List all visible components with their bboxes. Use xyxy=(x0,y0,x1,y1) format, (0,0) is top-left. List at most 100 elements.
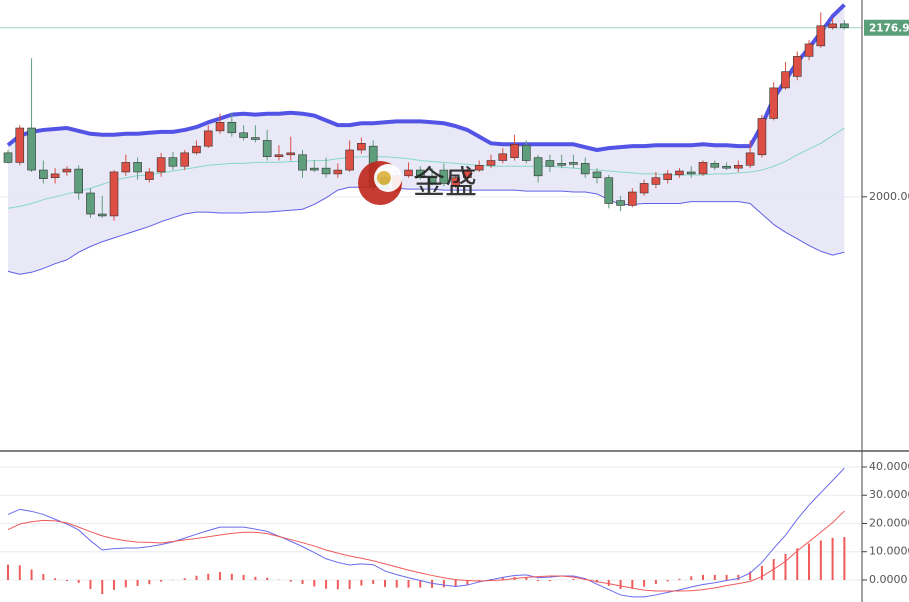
candle-body xyxy=(486,160,496,166)
candle-body xyxy=(734,164,743,169)
logo-coin xyxy=(377,171,391,185)
candle-body xyxy=(828,23,837,29)
histogram-bar xyxy=(348,579,351,590)
candle-body xyxy=(710,163,720,168)
y-tick-label: 10.0000 xyxy=(869,545,909,558)
histogram-bar xyxy=(537,579,540,582)
histogram-bar xyxy=(30,569,33,580)
candle-body xyxy=(192,145,201,154)
candle-body xyxy=(781,71,790,89)
y-tick-label: 0.0000 xyxy=(869,573,908,586)
histogram-bar xyxy=(360,579,363,586)
histogram-bar xyxy=(760,565,763,580)
histogram-bar xyxy=(89,579,92,590)
candle-body xyxy=(415,169,425,179)
histogram-bar xyxy=(101,579,104,595)
histogram-bar xyxy=(65,579,68,582)
candle-body xyxy=(616,200,625,206)
histogram-bar xyxy=(266,577,269,580)
candle-body xyxy=(510,143,519,158)
candle-body xyxy=(604,177,614,204)
candle-body xyxy=(97,213,107,217)
histogram-bar xyxy=(725,574,728,580)
histogram-bar xyxy=(254,576,257,580)
macd-line xyxy=(7,467,845,598)
candle-body xyxy=(309,167,319,171)
candle-body xyxy=(722,165,731,169)
macd-line xyxy=(7,510,845,592)
histogram-bar xyxy=(372,579,375,584)
candle-body xyxy=(239,132,248,138)
histogram-bar xyxy=(525,577,528,580)
candle-body xyxy=(439,169,449,184)
candle-body xyxy=(404,169,413,177)
candle-body xyxy=(298,154,307,171)
candle-body xyxy=(62,168,72,173)
candle-body xyxy=(109,171,119,217)
histogram-bar xyxy=(713,574,716,580)
histogram-bar xyxy=(478,579,481,581)
candle-body xyxy=(215,121,225,132)
candle-body xyxy=(840,23,849,29)
histogram-bar xyxy=(77,579,80,583)
candle-body xyxy=(203,130,213,147)
candle-body xyxy=(345,149,354,171)
histogram-bar xyxy=(301,579,304,584)
histogram-bar xyxy=(501,577,504,580)
histogram-bar xyxy=(18,565,21,580)
candle-body xyxy=(262,140,272,157)
candle-body xyxy=(686,171,696,175)
candle-body xyxy=(427,177,437,184)
histogram-bar xyxy=(749,571,752,580)
histogram-bar xyxy=(548,579,551,582)
histogram-bar xyxy=(230,573,233,580)
y-tick-label: 40.0000 xyxy=(869,460,909,473)
histogram-bar xyxy=(808,543,811,580)
candle-body xyxy=(39,169,48,179)
watermark-text: 金盛 xyxy=(413,163,477,201)
histogram-bar xyxy=(843,537,846,580)
candle-body xyxy=(50,173,60,179)
candle-body xyxy=(3,152,13,163)
histogram-bar xyxy=(289,579,292,582)
band-line xyxy=(7,186,845,275)
candle-body xyxy=(15,127,25,163)
histogram-bar xyxy=(54,578,57,580)
candle-body xyxy=(227,121,237,134)
candle-body xyxy=(121,162,131,173)
candle-body xyxy=(769,87,779,119)
y-tick-label: 20.0000 xyxy=(869,516,909,529)
histogram-bar xyxy=(784,553,787,580)
candle-body xyxy=(698,162,708,175)
histogram-bar xyxy=(195,575,198,580)
histogram-bar xyxy=(124,579,127,588)
candle-body xyxy=(651,177,661,185)
candle-body xyxy=(180,152,189,167)
candle-body xyxy=(592,171,602,179)
histogram-bar xyxy=(136,579,139,586)
candle-body xyxy=(463,169,472,179)
y-tick-label: 30.0000 xyxy=(869,488,909,501)
candle-body xyxy=(816,25,826,47)
candle-body xyxy=(74,168,83,194)
histogram-bar xyxy=(219,572,222,580)
histogram-bar xyxy=(336,579,339,590)
histogram-bar xyxy=(207,573,210,580)
candle-body xyxy=(86,192,95,215)
histogram-bar xyxy=(654,579,657,584)
histogram-bar xyxy=(431,579,434,588)
candle-body xyxy=(522,144,531,161)
candle-body xyxy=(675,170,684,176)
candle-body xyxy=(251,137,260,140)
histogram-bar xyxy=(572,578,575,580)
histogram-bar xyxy=(678,578,681,580)
histogram-bar xyxy=(148,579,151,585)
candle-body xyxy=(757,118,767,156)
candle-body xyxy=(274,154,284,157)
candle-body xyxy=(156,157,166,173)
histogram-bar xyxy=(383,579,386,588)
y-tick-label: 2000.00 xyxy=(869,190,909,203)
candle-body xyxy=(628,191,637,206)
